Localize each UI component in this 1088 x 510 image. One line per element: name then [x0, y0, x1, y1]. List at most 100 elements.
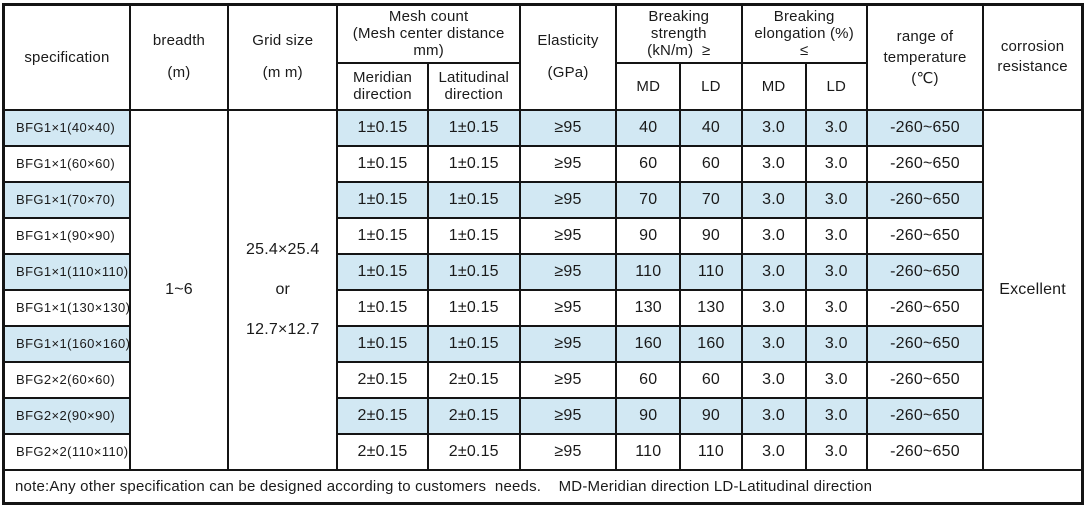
- cell-temperature: -260~650: [865, 324, 985, 363]
- header-breaking-strength: Breaking strength (kN/m) ≥: [615, 3, 743, 64]
- cell-meridian: 1±0.15: [336, 324, 429, 363]
- cell-strength-ld: 110: [679, 432, 743, 471]
- cell-strength-md: 70: [615, 180, 682, 219]
- cell-elongation-md: 3.0: [740, 216, 807, 255]
- cell-meridian: 1±0.15: [336, 216, 429, 255]
- cell-specification: BFG2×2(60×60): [2, 360, 131, 399]
- subheader-elongation-md: MD: [740, 61, 807, 111]
- specification-table: specification breadth (m) Grid size (m m…: [2, 3, 1084, 505]
- cell-elasticity: ≥95: [518, 144, 618, 183]
- cell-strength-ld: 40: [679, 108, 743, 147]
- cell-strength-ld: 90: [679, 396, 743, 435]
- cell-elongation-ld: 3.0: [804, 324, 868, 363]
- cell-strength-ld: 90: [679, 216, 743, 255]
- table-row: BFG2×2(110×110) 2±0.15 2±0.15 ≥95 110 11…: [2, 432, 1083, 471]
- cell-latitudinal: 2±0.15: [426, 396, 521, 435]
- cell-elongation-ld: 3.0: [804, 396, 868, 435]
- cell-elongation-ld: 3.0: [804, 180, 868, 219]
- subheader-elongation-ld: LD: [804, 61, 868, 111]
- table-row: BFG1×1(160×160) 1±0.15 1±0.15 ≥95 160 16…: [2, 324, 1083, 363]
- cell-elongation-ld: 3.0: [804, 144, 868, 183]
- cell-latitudinal: 1±0.15: [426, 216, 521, 255]
- header-specification: specification: [2, 3, 131, 111]
- note-row: note:Any other specification can be desi…: [2, 468, 1084, 505]
- cell-latitudinal: 1±0.15: [426, 108, 521, 147]
- cell-temperature: -260~650: [865, 432, 985, 471]
- header-row-2: Meridian direction Latitudinal direction…: [4, 61, 1083, 111]
- cell-meridian: 2±0.15: [336, 432, 429, 471]
- cell-specification: BFG1×1(70×70): [2, 180, 131, 219]
- cell-elongation-ld: 3.0: [804, 360, 868, 399]
- cell-specification: BFG1×1(130×130): [2, 288, 131, 327]
- cell-elasticity: ≥95: [518, 288, 618, 327]
- cell-elongation-md: 3.0: [740, 288, 807, 327]
- header-mesh-count: Mesh count (Mesh center distance mm): [336, 3, 521, 64]
- cell-latitudinal: 1±0.15: [426, 288, 521, 327]
- cell-strength-md: 110: [615, 432, 682, 471]
- subheader-strength-ld: LD: [679, 61, 743, 111]
- cell-latitudinal: 2±0.15: [426, 360, 521, 399]
- table-row: BFG1×1(40×40) 1~6 25.4×25.4 or 12.7×12.7…: [2, 108, 1084, 471]
- cell-strength-ld: 160: [679, 324, 743, 363]
- table-row: BFG1×1(90×90) 1±0.15 1±0.15 ≥95 90 90 3.…: [2, 216, 1083, 255]
- cell-strength-ld: 70: [679, 180, 743, 219]
- cell-specification: BFG2×2(90×90): [2, 396, 131, 435]
- table-row: BFG1×1(70×70) 1±0.15 1±0.15 ≥95 70 70 3.…: [2, 180, 1083, 219]
- cell-elongation-ld: 3.0: [804, 216, 868, 255]
- cell-strength-md: 130: [615, 288, 682, 327]
- cell-specification: BFG1×1(40×40): [2, 108, 131, 147]
- cell-breadth-merged: 1~6: [128, 108, 230, 471]
- header-grid-size: Grid size (m m): [227, 3, 339, 111]
- cell-elasticity: ≥95: [518, 432, 618, 471]
- specification-table-container: specification breadth (m) Grid size (m m…: [2, 3, 1084, 505]
- cell-specification: BFG2×2(110×110): [2, 432, 131, 471]
- cell-elasticity: ≥95: [518, 108, 618, 147]
- cell-temperature: -260~650: [865, 396, 985, 435]
- cell-elasticity: ≥95: [518, 216, 618, 255]
- cell-latitudinal: 1±0.15: [426, 324, 521, 363]
- cell-elasticity: ≥95: [518, 252, 618, 291]
- cell-specification: BFG1×1(160×160): [2, 324, 131, 363]
- cell-elongation-ld: 3.0: [804, 432, 868, 471]
- cell-corrosion-merged: Excellent: [982, 108, 1084, 471]
- header-elasticity: Elasticity (GPa): [518, 3, 618, 111]
- cell-strength-ld: 60: [679, 360, 743, 399]
- cell-elasticity: ≥95: [518, 324, 618, 363]
- cell-elongation-md: 3.0: [740, 108, 807, 147]
- cell-elasticity: ≥95: [518, 180, 618, 219]
- cell-elongation-md: 3.0: [740, 396, 807, 435]
- subheader-latitudinal-direction: Latitudinal direction: [426, 61, 521, 111]
- cell-strength-md: 90: [615, 216, 682, 255]
- header-temperature-range: range of temperature (℃): [865, 3, 985, 111]
- cell-latitudinal: 2±0.15: [426, 432, 521, 471]
- cell-strength-ld: 60: [679, 144, 743, 183]
- cell-strength-md: 60: [615, 144, 682, 183]
- header-breaking-elongation: Breaking elongation (%) ≤: [740, 3, 868, 64]
- cell-elongation-md: 3.0: [740, 324, 807, 363]
- cell-meridian: 1±0.15: [336, 288, 429, 327]
- cell-temperature: -260~650: [865, 144, 985, 183]
- cell-meridian: 1±0.15: [336, 252, 429, 291]
- table-body: BFG1×1(40×40) 1~6 25.4×25.4 or 12.7×12.7…: [2, 108, 1084, 471]
- cell-elasticity: ≥95: [518, 360, 618, 399]
- header-breadth: breadth (m): [128, 3, 230, 111]
- cell-strength-ld: 130: [679, 288, 743, 327]
- cell-elongation-md: 3.0: [740, 180, 807, 219]
- cell-strength-md: 40: [615, 108, 682, 147]
- table-header: specification breadth (m) Grid size (m m…: [2, 3, 1084, 111]
- table-row: BFG2×2(90×90) 2±0.15 2±0.15 ≥95 90 90 3.…: [2, 396, 1083, 435]
- cell-elasticity: ≥95: [518, 396, 618, 435]
- table-row: BFG1×1(130×130) 1±0.15 1±0.15 ≥95 130 13…: [2, 288, 1083, 327]
- table-row: BFG2×2(60×60) 2±0.15 2±0.15 ≥95 60 60 3.…: [2, 360, 1083, 399]
- cell-temperature: -260~650: [865, 216, 985, 255]
- header-row-1: specification breadth (m) Grid size (m m…: [2, 3, 1084, 111]
- table-row: BFG1×1(110×110) 1±0.15 1±0.15 ≥95 110 11…: [2, 252, 1083, 291]
- cell-strength-md: 110: [615, 252, 682, 291]
- header-corrosion-resistance: corrosion resistance: [982, 3, 1084, 111]
- cell-temperature: -260~650: [865, 180, 985, 219]
- cell-temperature: -260~650: [865, 252, 985, 291]
- cell-latitudinal: 1±0.15: [426, 180, 521, 219]
- cell-temperature: -260~650: [865, 108, 985, 147]
- cell-specification: BFG1×1(60×60): [2, 144, 131, 183]
- note-text: note:Any other specification can be desi…: [2, 468, 1084, 505]
